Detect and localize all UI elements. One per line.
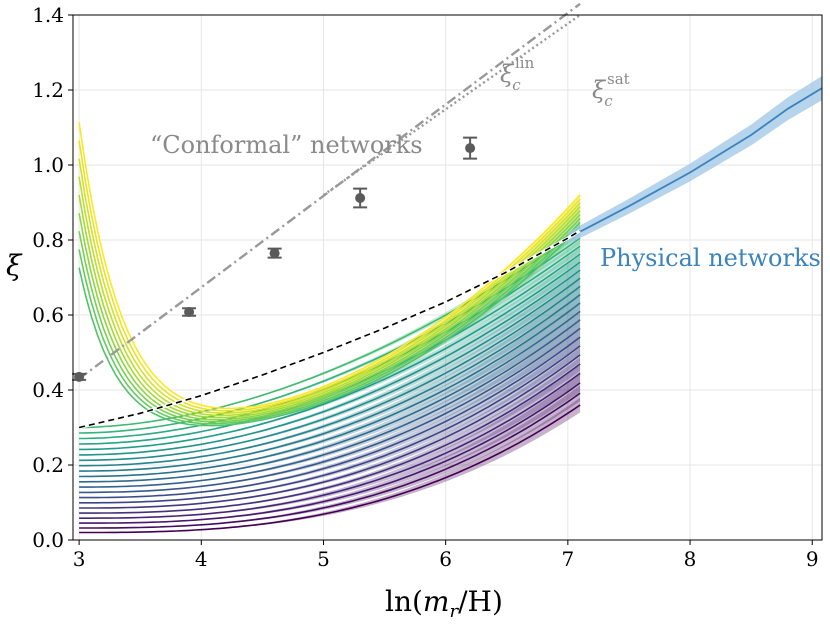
plot-frame: [72, 14, 823, 541]
series-line: [79, 319, 581, 488]
y-tick-label: 1.4: [32, 3, 64, 27]
conformal-point-2: [267, 247, 282, 259]
series-band: [79, 294, 581, 477]
series-line: [79, 261, 581, 451]
series-line: [78, 217, 581, 423]
series-line: [79, 382, 581, 524]
series-band: [79, 319, 581, 493]
series-line: [79, 327, 581, 494]
svg-text:ln(mr/H): ln(mr/H): [385, 585, 503, 622]
svg-text:sat: sat: [607, 70, 630, 88]
series-line: [79, 294, 581, 472]
fit-lines: [78, 2, 581, 380]
series-line: [79, 269, 581, 456]
xi-c-lin-annotation: ξc lin: [500, 54, 535, 94]
conformal-point-4: [463, 136, 478, 160]
series-line: [78, 158, 581, 414]
data-point: [74, 371, 85, 382]
conformal-data-points: [72, 136, 478, 382]
data-point: [269, 248, 280, 259]
series-band: [79, 364, 581, 519]
conformal-networks-annotation: “Conformal” networks: [150, 131, 423, 159]
xi-c-sat-annotation: ξc sat: [592, 70, 630, 110]
svg-text:ξc: ξc: [592, 76, 613, 110]
series-line: [79, 229, 581, 429]
x-tick-label: 8: [684, 547, 697, 571]
y-tick-label: 0.8: [32, 228, 64, 252]
x-tick-label: 7: [561, 547, 574, 571]
x-tick-label: 5: [317, 547, 330, 571]
series-line: [79, 302, 581, 478]
conformal-point-1: [182, 307, 197, 317]
conformal-point-3: [353, 187, 368, 209]
series-band: [79, 385, 581, 528]
xi-c-lin-line: [78, 2, 581, 380]
series-line: [79, 345, 581, 504]
series-line: [79, 336, 581, 499]
series-line: [78, 140, 581, 412]
y-tick-label: 0.4: [32, 378, 64, 402]
series-line: [78, 194, 581, 419]
series-line: [79, 310, 581, 483]
y-tick-label: 0.6: [32, 303, 64, 327]
x-tick-label: 4: [195, 547, 208, 571]
series-band: [79, 374, 581, 524]
axis-ticks: 3 4 5 6 7 8 9 0.0 0.2 0.4 0.6 0.8 1.0 1.2 1.4: [32, 3, 818, 571]
data-point: [355, 193, 366, 203]
y-tick-label: 1.0: [32, 153, 64, 177]
physical-network-band: [567, 76, 822, 245]
y-tick-label: 1.2: [32, 78, 64, 102]
series-line: [79, 404, 581, 534]
data-point: [184, 307, 195, 317]
physical-networks-annotation: Physical networks: [600, 244, 821, 272]
physical-network-series: [78, 76, 823, 430]
series-band: [79, 310, 581, 488]
x-axis-label: ln(mr/H): [385, 585, 503, 622]
series-line: [79, 363, 581, 514]
data-point: [465, 143, 476, 154]
series-line: [78, 221, 581, 425]
conformal-point-0: [72, 371, 87, 382]
series-line: [79, 277, 581, 462]
y-tick-label: 0.0: [32, 528, 64, 552]
series-line: [78, 225, 581, 427]
viridis-series-lines: [78, 122, 581, 534]
black-dashed-line: [78, 229, 581, 429]
svg-text:lin: lin: [515, 54, 535, 72]
xi-c-sat-line: [322, 14, 581, 196]
series-line: [79, 354, 581, 509]
series-band: [79, 397, 581, 533]
series-line: [79, 372, 581, 519]
y-tick-label: 0.2: [32, 453, 64, 477]
series-line: [79, 285, 581, 467]
x-tick-label: 9: [806, 547, 819, 571]
series-line: [78, 176, 581, 417]
y-axis-label: ξ: [6, 249, 23, 282]
series-line: [79, 392, 581, 529]
x-tick-label: 6: [439, 547, 452, 571]
x-tick-label: 3: [73, 547, 86, 571]
svg-text:ξc: ξc: [500, 60, 521, 94]
uncertainty-bands: [79, 122, 581, 533]
